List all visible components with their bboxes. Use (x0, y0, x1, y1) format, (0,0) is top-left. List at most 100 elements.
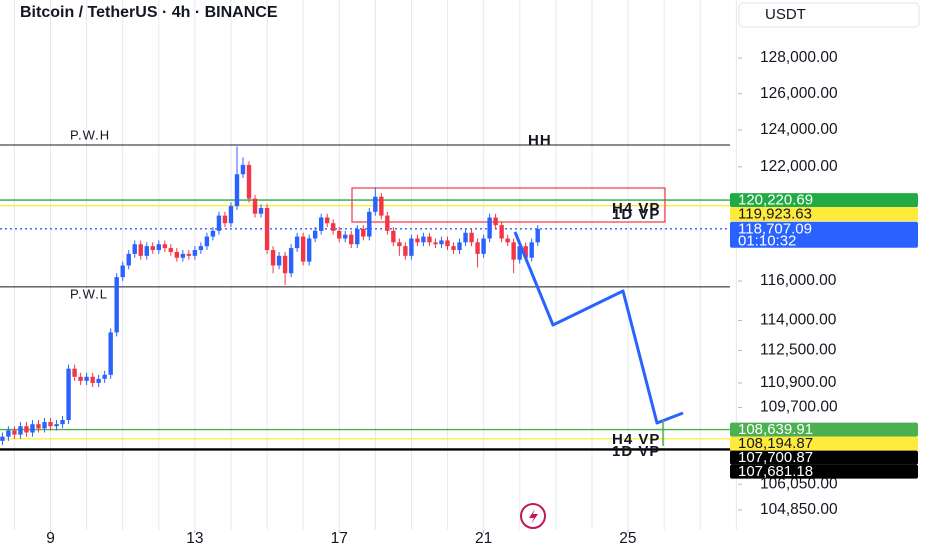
flash-bolt (529, 509, 538, 524)
candle-body (108, 332, 113, 375)
candle-body (150, 246, 155, 251)
candle-body (120, 265, 125, 278)
price-badge (730, 464, 918, 479)
candle-body (12, 430, 17, 435)
y-tick-label: 116,000.00 (760, 272, 837, 289)
level-label: P.W.L (70, 286, 108, 301)
levels (0, 144, 738, 451)
x-tick-label: 13 (186, 530, 203, 547)
candle-body (126, 253, 131, 266)
candle-body (84, 376, 89, 381)
candle-body (499, 225, 504, 239)
candle-body (523, 246, 528, 258)
candles (0, 146, 540, 446)
candle-body (427, 236, 432, 243)
price-badge (730, 450, 918, 465)
y-tick-label: 110,900.00 (760, 374, 837, 391)
candle-body (72, 368, 77, 377)
candle-body (234, 174, 240, 207)
candle-body (421, 236, 426, 243)
candle-body (379, 196, 384, 216)
projection-path (513, 231, 684, 425)
candle-body (469, 232, 474, 243)
candle-body (294, 236, 300, 249)
candle-body (228, 206, 234, 224)
candle-body (66, 368, 71, 421)
y-tick-label: 109,700.00 (760, 399, 838, 416)
candle-body (6, 430, 11, 437)
candle-body (102, 374, 107, 379)
candle-body (306, 238, 312, 262)
annotation: 1D VP (612, 206, 660, 223)
x-tick-label: 25 (619, 530, 636, 547)
candle-body (0, 436, 5, 441)
candle-body (517, 246, 522, 260)
candle-body (403, 246, 408, 256)
candle-body (300, 236, 306, 262)
candle-body (252, 198, 258, 214)
candle-body (240, 164, 246, 175)
candle-body (222, 215, 228, 224)
candle-body (36, 424, 41, 429)
y-tick-label: 122,000.00 (760, 158, 838, 175)
candle-body (144, 246, 149, 256)
candle-body (180, 253, 186, 258)
candle-body (457, 242, 462, 251)
y-tick-label: 106,050.00 (760, 475, 838, 492)
candle-body (246, 164, 252, 199)
candle-body (156, 244, 161, 251)
candle-body (337, 230, 342, 239)
candle-body (42, 422, 47, 429)
candle-body (433, 242, 438, 245)
candle-body (210, 230, 216, 237)
candle-body (30, 424, 35, 433)
level-label: P.W.H (70, 127, 110, 142)
price-badge-label: 118,707.09 (738, 220, 812, 237)
y-tick-label: 124,000.00 (760, 121, 838, 138)
candle-body (331, 223, 336, 231)
price-badge (730, 207, 918, 222)
y-tick-label: 112,500.00 (760, 342, 837, 359)
candle-body (391, 230, 396, 243)
price-badge-label: 119,923.63 (738, 206, 812, 223)
price-badge-label: 107,700.87 (738, 449, 813, 466)
currency-box[interactable] (738, 2, 920, 28)
candle-body (138, 244, 143, 256)
candle-body (162, 244, 168, 249)
candle-body (258, 208, 264, 214)
price-badge (730, 221, 918, 248)
candle-body (216, 215, 222, 231)
candle-body (60, 420, 65, 425)
candle-body (78, 376, 83, 381)
y-tick-label: 104,850.00 (760, 501, 838, 518)
candle-body (318, 217, 324, 231)
candle-body (445, 240, 450, 247)
candle-body (439, 240, 444, 245)
candle-body (204, 236, 210, 247)
candle-body (373, 196, 378, 212)
candle-body (355, 228, 360, 245)
candle-body (186, 253, 192, 256)
candle-body (288, 248, 294, 274)
candle-body (24, 426, 29, 433)
candle-body (282, 255, 288, 274)
candle-body (343, 234, 348, 239)
annotation: H4 VP (612, 200, 660, 217)
price-badge (730, 193, 918, 208)
countdown: 01:10:32 (738, 232, 796, 249)
candle-body (114, 277, 119, 333)
candle-body (463, 232, 468, 243)
y-tick-label: 128,000.00 (760, 49, 838, 66)
candle-body (264, 208, 270, 251)
candle-body (415, 238, 420, 243)
candle-body (511, 242, 516, 260)
candle-body (475, 242, 480, 254)
candle-body (361, 228, 366, 237)
candle-body (270, 250, 276, 266)
currency[interactable]: USDT (765, 6, 806, 23)
candle-body (481, 238, 486, 254)
axis-labels: 128,000.00 126,000.00 124,000.00 122,000.00… (46, 49, 918, 547)
candle-body (54, 424, 59, 427)
candle-body (397, 242, 402, 247)
